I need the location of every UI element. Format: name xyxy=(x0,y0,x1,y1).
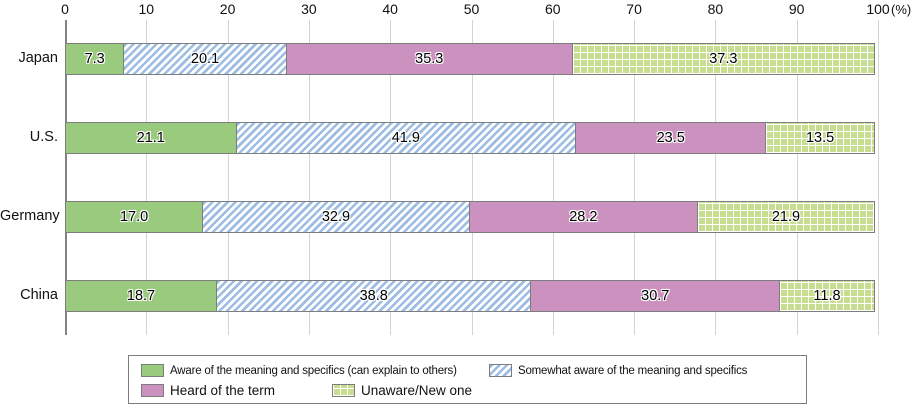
legend-item-heard: Heard of the term xyxy=(141,383,275,398)
segment-value-label: 32.9 xyxy=(321,208,351,225)
axis-tick-label: 50 xyxy=(463,1,480,17)
bar-segment: 35.3 xyxy=(285,43,573,76)
axis-tick-label: 70 xyxy=(626,1,642,17)
gridline xyxy=(634,20,636,335)
legend-item-aware: Aware of the meaning and specifics (can … xyxy=(141,364,457,377)
segment-value-label: 18.7 xyxy=(126,287,156,304)
segment-value-label: 35.3 xyxy=(415,51,444,68)
legend-swatch-grid-green-icon xyxy=(332,384,355,397)
axis-tick-label: 10 xyxy=(138,1,155,17)
segment-value-label: 13.5 xyxy=(805,130,835,147)
bar-segment: 18.7 xyxy=(65,279,218,312)
legend-swatch-green-icon xyxy=(141,364,164,377)
segment-value-label: 41.9 xyxy=(391,130,420,147)
legend-label-unaware: Unaware/New one xyxy=(361,383,473,398)
axis-tick-label: 60 xyxy=(545,1,561,17)
segment-value-label: 37.3 xyxy=(709,51,738,68)
category-label: U.S. xyxy=(29,129,58,146)
gridline xyxy=(146,20,148,335)
axis-tick-label: 80 xyxy=(707,1,724,17)
bar-segment: 37.3 xyxy=(571,43,875,76)
legend-label-aware: Aware of the meaning and specifics (can … xyxy=(170,364,457,377)
bar-segment: 7.3 xyxy=(65,43,125,76)
bar-segment: 23.5 xyxy=(575,122,767,155)
category-label: Japan xyxy=(18,50,58,67)
segment-value-label: 28.2 xyxy=(569,208,598,225)
axis-tick-label: 90 xyxy=(788,1,805,17)
legend-label-somewhat-aware: Somewhat aware of the meaning and specif… xyxy=(518,364,748,377)
gridline xyxy=(308,20,310,335)
gridline xyxy=(715,20,717,335)
category-label: China xyxy=(20,286,58,303)
segment-value-label: 21.9 xyxy=(771,208,801,225)
segment-value-label: 21.1 xyxy=(136,130,165,147)
legend-swatch-pink-icon xyxy=(141,384,164,397)
axis-unit-label: (%) xyxy=(891,2,912,17)
axis-tick-label: 100 xyxy=(866,1,890,17)
bar-segment: 28.2 xyxy=(468,200,698,233)
gridline xyxy=(227,20,229,335)
axis-tick-label: 0 xyxy=(61,1,69,17)
gridline xyxy=(796,20,798,335)
bar-segment: 41.9 xyxy=(235,122,577,155)
gridline xyxy=(65,20,67,335)
axis-tick-label: 40 xyxy=(382,1,398,17)
segment-value-label: 23.5 xyxy=(656,130,685,147)
bar-segment: 21.9 xyxy=(696,200,875,233)
legend: Aware of the meaning and specifics (can … xyxy=(128,355,807,404)
axis-tick-label: 30 xyxy=(301,1,317,17)
segment-value-label: 17.0 xyxy=(119,208,149,225)
gridline xyxy=(390,20,392,335)
legend-item-somewhat-aware: Somewhat aware of the meaning and specif… xyxy=(489,364,747,377)
gridline xyxy=(552,20,554,335)
gridline xyxy=(878,20,879,335)
segment-value-label: 38.8 xyxy=(359,287,388,304)
bar-us: 21.1 41.9 23.5 13.5 xyxy=(65,122,878,155)
gridline xyxy=(471,20,473,335)
segment-value-label: 30.7 xyxy=(641,287,670,304)
bar-segment: 11.8 xyxy=(779,279,875,312)
bar-segment: 13.5 xyxy=(765,122,875,155)
bar-china: 18.7 38.8 30.7 11.8 xyxy=(65,279,878,312)
segment-value-label: 7.3 xyxy=(84,51,105,68)
bar-segment: 17.0 xyxy=(65,200,204,233)
segment-value-label: 20.1 xyxy=(190,51,220,68)
bar-segment: 32.9 xyxy=(202,200,470,233)
segment-value-label: 11.8 xyxy=(813,287,841,304)
legend-swatch-blue-hatch-icon xyxy=(489,364,512,377)
bar-germany: 17.0 32.9 28.2 21.9 xyxy=(65,200,878,233)
category-label: Germany xyxy=(0,207,60,224)
bar-segment: 20.1 xyxy=(123,43,287,76)
bar-segment: 38.8 xyxy=(216,279,532,312)
bar-japan: 7.3 20.1 35.3 37.3 xyxy=(65,43,878,76)
bar-segment: 21.1 xyxy=(65,122,237,155)
legend-label-heard: Heard of the term xyxy=(170,383,276,398)
bar-segment: 30.7 xyxy=(530,279,781,312)
legend-item-unaware: Unaware/New one xyxy=(332,383,472,398)
axis-tick-label: 20 xyxy=(219,1,236,17)
